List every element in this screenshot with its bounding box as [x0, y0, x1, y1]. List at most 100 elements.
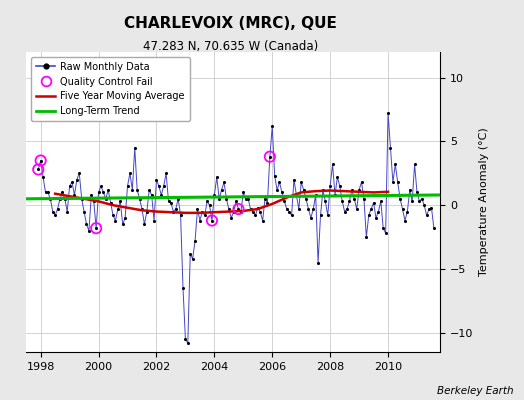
- Point: [80, 208, 88, 215]
- Point: [365, 212, 373, 219]
- Point: [367, 206, 375, 212]
- Point: [78, 196, 86, 202]
- Point: [198, 208, 206, 215]
- Point: [213, 174, 221, 180]
- Point: [234, 206, 243, 212]
- Point: [345, 198, 354, 204]
- Point: [135, 196, 144, 202]
- Point: [232, 198, 241, 204]
- Point: [41, 189, 50, 196]
- Point: [408, 198, 417, 204]
- Point: [338, 198, 346, 204]
- Point: [70, 192, 79, 198]
- Point: [329, 161, 337, 168]
- Point: [275, 179, 283, 186]
- Point: [157, 192, 166, 198]
- Point: [138, 206, 146, 212]
- Point: [58, 189, 67, 196]
- Point: [87, 192, 95, 198]
- Point: [273, 187, 281, 193]
- Point: [203, 198, 211, 204]
- Point: [415, 198, 423, 204]
- Point: [147, 192, 156, 198]
- Legend: Raw Monthly Data, Quality Control Fail, Five Year Moving Average, Long-Term Tren: Raw Monthly Data, Quality Control Fail, …: [31, 57, 190, 121]
- Point: [309, 206, 318, 212]
- Point: [49, 208, 57, 215]
- Point: [427, 204, 435, 211]
- Point: [343, 206, 351, 212]
- Point: [162, 170, 170, 176]
- Point: [323, 212, 332, 219]
- Point: [396, 196, 405, 202]
- Point: [143, 208, 151, 215]
- Point: [249, 208, 257, 215]
- Point: [155, 183, 163, 189]
- Point: [307, 215, 315, 221]
- Point: [183, 340, 192, 346]
- Point: [68, 179, 76, 186]
- Point: [37, 157, 45, 164]
- Text: CHARLEVOIX (MRC), QUE: CHARLEVOIX (MRC), QUE: [124, 16, 337, 31]
- Point: [350, 196, 358, 202]
- Point: [114, 206, 122, 212]
- Point: [66, 183, 74, 189]
- Point: [210, 192, 219, 198]
- Point: [61, 196, 69, 202]
- Point: [261, 196, 269, 202]
- Point: [75, 170, 83, 176]
- Point: [94, 189, 103, 196]
- Point: [150, 217, 158, 224]
- Point: [222, 196, 231, 202]
- Point: [43, 189, 52, 196]
- Point: [34, 166, 42, 173]
- Point: [99, 189, 107, 196]
- Point: [171, 206, 180, 212]
- Point: [266, 154, 274, 160]
- Point: [413, 189, 421, 196]
- Point: [53, 206, 62, 212]
- Point: [227, 215, 235, 221]
- Point: [165, 198, 173, 204]
- Point: [362, 234, 370, 240]
- Point: [401, 217, 409, 224]
- Point: [270, 173, 279, 179]
- Point: [123, 183, 132, 189]
- Point: [92, 225, 101, 231]
- Point: [130, 144, 139, 151]
- Point: [85, 228, 93, 234]
- Point: [294, 206, 303, 212]
- Point: [179, 285, 187, 291]
- Point: [140, 221, 149, 228]
- Point: [290, 176, 298, 183]
- Point: [268, 123, 277, 129]
- Point: [278, 189, 286, 196]
- Point: [234, 206, 243, 212]
- Point: [384, 110, 392, 116]
- Point: [215, 196, 223, 202]
- Point: [372, 215, 380, 221]
- Point: [360, 196, 368, 202]
- Point: [239, 189, 247, 196]
- Point: [381, 230, 390, 236]
- Point: [406, 187, 414, 193]
- Point: [220, 179, 228, 186]
- Point: [379, 225, 387, 231]
- Point: [126, 170, 134, 176]
- Point: [333, 174, 342, 180]
- Point: [90, 198, 98, 204]
- Point: [186, 250, 194, 257]
- Point: [102, 196, 110, 202]
- Point: [159, 183, 168, 189]
- Point: [167, 200, 175, 206]
- Point: [208, 217, 216, 224]
- Point: [109, 212, 117, 219]
- Point: [217, 187, 226, 193]
- Point: [341, 208, 349, 215]
- Point: [314, 260, 322, 266]
- Point: [292, 192, 301, 198]
- Point: [118, 221, 127, 228]
- Point: [256, 208, 265, 215]
- Point: [208, 217, 216, 224]
- Point: [321, 198, 330, 204]
- Point: [111, 217, 119, 224]
